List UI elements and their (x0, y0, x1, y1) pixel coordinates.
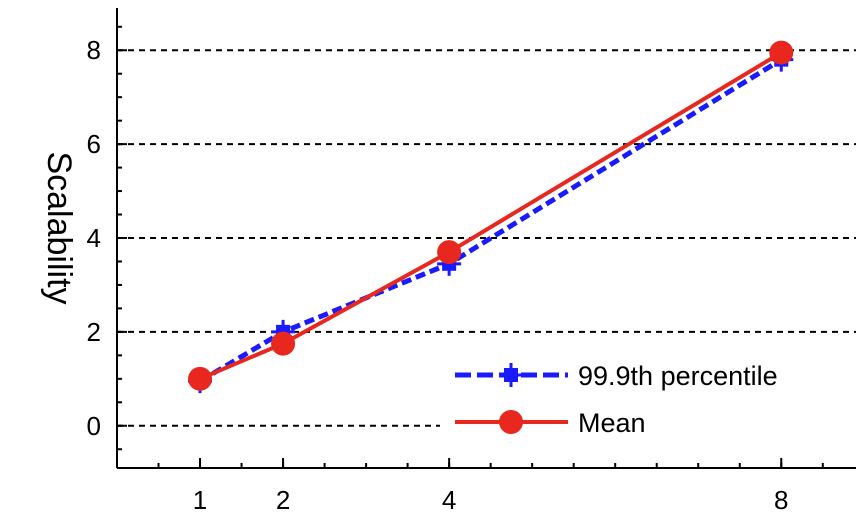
y-tick-label: 6 (87, 129, 101, 159)
y-axis-ticks: 0 2 4 6 8 (87, 25, 127, 451)
legend: 99.9th percentile Mean (440, 338, 856, 456)
series-line (199, 50, 783, 381)
legend-item: 99.9th percentile (455, 361, 778, 391)
grid-lines (117, 49, 856, 427)
point-marker (271, 331, 296, 356)
legend-label: 99.9th percentile (578, 361, 778, 391)
x-tick-label: 1 (193, 485, 207, 515)
legend-background (440, 338, 856, 456)
point-marker (188, 366, 213, 391)
x-tick-label: 2 (276, 485, 290, 515)
y-axis-label: Scalability (40, 151, 78, 304)
x-tick-label: 4 (442, 485, 456, 515)
point-marker (437, 240, 462, 265)
legend-item: Mean (455, 408, 646, 438)
x-axis-ticks: 1 2 4 8 (157, 458, 824, 515)
x-tick-label: 8 (774, 485, 788, 515)
y-tick-label: 8 (87, 35, 101, 65)
legend-marker (499, 410, 523, 434)
y-tick-label: 2 (87, 317, 101, 347)
legend-label: Mean (578, 408, 646, 438)
y-tick-label: 0 (87, 411, 101, 441)
series-layer (188, 40, 794, 394)
point-marker (769, 40, 794, 65)
series-mean (188, 40, 794, 391)
y-tick-label: 4 (87, 223, 101, 253)
